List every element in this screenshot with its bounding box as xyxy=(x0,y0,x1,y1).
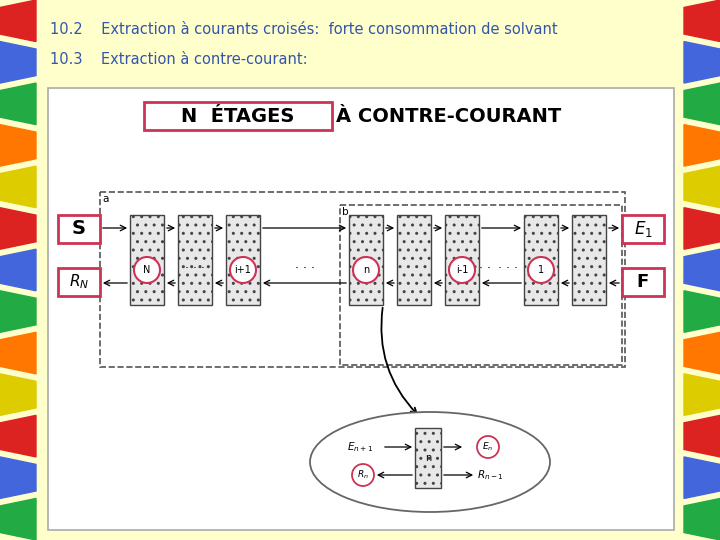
Bar xyxy=(144,102,332,130)
Polygon shape xyxy=(684,166,720,208)
Text: $E_1$: $E_1$ xyxy=(634,219,652,239)
Polygon shape xyxy=(0,498,36,540)
Text: À CONTRE-COURANT: À CONTRE-COURANT xyxy=(336,106,562,125)
Polygon shape xyxy=(684,42,720,83)
Polygon shape xyxy=(684,83,720,125)
Polygon shape xyxy=(684,249,720,291)
Polygon shape xyxy=(684,498,720,540)
Circle shape xyxy=(477,436,499,458)
Text: $R_{n-1}$: $R_{n-1}$ xyxy=(477,468,503,482)
Bar xyxy=(572,215,606,305)
Text: · · ·: · · · xyxy=(471,261,491,274)
Text: $R_N$: $R_N$ xyxy=(69,273,89,292)
Bar xyxy=(340,205,622,365)
Circle shape xyxy=(528,257,554,283)
Polygon shape xyxy=(0,83,36,125)
Bar xyxy=(48,88,674,530)
Polygon shape xyxy=(684,208,720,249)
Text: a: a xyxy=(102,194,109,204)
Polygon shape xyxy=(684,125,720,166)
Polygon shape xyxy=(684,291,720,332)
Circle shape xyxy=(134,257,160,283)
Polygon shape xyxy=(0,0,36,42)
Ellipse shape xyxy=(310,412,550,512)
Bar xyxy=(130,215,164,305)
Text: n: n xyxy=(425,453,431,463)
Polygon shape xyxy=(684,374,720,415)
Bar xyxy=(58,215,100,243)
Circle shape xyxy=(230,257,256,283)
Bar xyxy=(178,215,212,305)
Bar xyxy=(58,268,100,296)
Polygon shape xyxy=(0,125,36,166)
Text: 10.2    Extraction à courants croisés:  forte consommation de solvant: 10.2 Extraction à courants croisés: fort… xyxy=(50,22,557,37)
Bar xyxy=(349,215,383,305)
Bar xyxy=(100,192,625,367)
Bar xyxy=(622,268,664,296)
Polygon shape xyxy=(684,0,720,42)
Text: $E_n$: $E_n$ xyxy=(482,441,494,453)
Text: 10.3    Extraction à contre-courant:: 10.3 Extraction à contre-courant: xyxy=(50,52,307,67)
Bar xyxy=(524,215,558,305)
Bar xyxy=(622,215,664,243)
Circle shape xyxy=(449,257,475,283)
Polygon shape xyxy=(0,415,36,457)
Polygon shape xyxy=(0,42,36,83)
Text: b: b xyxy=(342,207,348,217)
Bar xyxy=(415,428,441,488)
Text: i+1: i+1 xyxy=(235,265,251,275)
Bar xyxy=(226,215,260,305)
Text: F: F xyxy=(637,273,649,291)
Text: 1: 1 xyxy=(538,265,544,275)
Polygon shape xyxy=(684,457,720,498)
Circle shape xyxy=(352,464,374,486)
Polygon shape xyxy=(684,332,720,374)
Polygon shape xyxy=(0,208,36,249)
Text: · · ·: · · · xyxy=(295,261,315,274)
Text: i-1: i-1 xyxy=(456,265,468,275)
Circle shape xyxy=(353,257,379,283)
Polygon shape xyxy=(0,291,36,332)
Polygon shape xyxy=(0,332,36,374)
Text: N: N xyxy=(143,265,150,275)
Text: $R_n$: $R_n$ xyxy=(357,469,369,481)
Text: · · ·: · · · xyxy=(498,261,518,274)
Text: $E_{n+1}$: $E_{n+1}$ xyxy=(347,440,373,454)
Text: n: n xyxy=(363,265,369,275)
Text: N  ÉTAGES: N ÉTAGES xyxy=(181,106,294,125)
Polygon shape xyxy=(684,415,720,457)
Bar xyxy=(397,215,431,305)
Polygon shape xyxy=(0,166,36,208)
Polygon shape xyxy=(0,249,36,291)
Bar xyxy=(445,215,479,305)
Polygon shape xyxy=(0,457,36,498)
Polygon shape xyxy=(0,374,36,415)
Text: · · ·: · · · xyxy=(185,261,205,274)
Text: S: S xyxy=(72,219,86,239)
